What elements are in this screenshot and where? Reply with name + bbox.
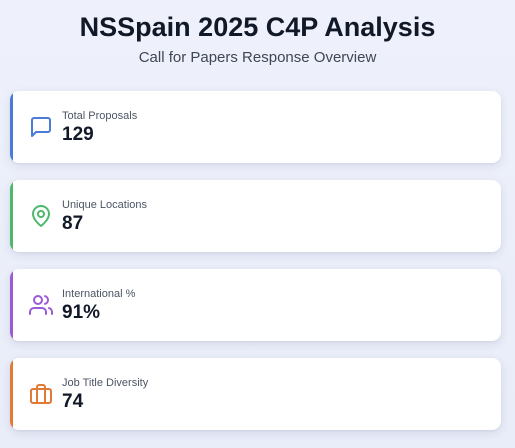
message-square-icon xyxy=(29,115,53,139)
card-accent xyxy=(10,91,13,163)
stat-label: Unique Locations xyxy=(62,199,148,211)
stat-card-unique-locations: Unique Locations 87 xyxy=(10,180,501,252)
stat-label: Job Title Diversity xyxy=(62,377,149,389)
users-icon xyxy=(29,293,53,317)
page-subtitle: Call for Papers Response Overview xyxy=(138,49,377,66)
stat-value: 74 xyxy=(62,391,84,412)
stat-card-international: International % 91% xyxy=(10,269,501,341)
page-title: NSSpain 2025 C4P Analysis xyxy=(79,12,436,42)
stat-value: 91% xyxy=(62,302,101,323)
card-accent xyxy=(10,269,13,341)
briefcase-icon xyxy=(29,382,53,406)
map-pin-icon xyxy=(29,204,53,228)
card-accent xyxy=(10,180,13,252)
stat-card-total-proposals: Total Proposals 129 xyxy=(10,91,501,163)
stat-value: 129 xyxy=(62,124,94,145)
stat-value: 87 xyxy=(62,213,84,234)
stat-card-job-title-diversity: Job Title Diversity 74 xyxy=(10,358,501,430)
card-accent xyxy=(10,358,13,430)
stat-label: Total Proposals xyxy=(62,110,138,122)
stat-label: International % xyxy=(62,288,136,300)
